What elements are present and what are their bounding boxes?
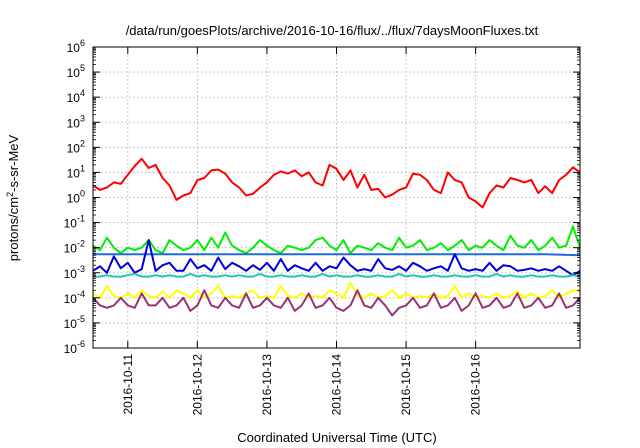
x-tick-label: 2016-10-11: [121, 354, 135, 415]
y-tick-label-exponent: -2: [77, 239, 85, 249]
y-tick-label-base: 10: [67, 192, 81, 206]
series-line: [92, 289, 581, 317]
y-tick-label: 105: [67, 63, 85, 80]
y-tick-label-base: 10: [67, 91, 81, 105]
y-tick-label-base: 10: [67, 41, 81, 55]
chart-title: /data/run/goesPlots/archive/2016-10-16/f…: [126, 23, 539, 38]
series-line: [93, 253, 581, 257]
y-tick-label-base: 10: [64, 342, 78, 356]
x-axis-label: Coordinated Universal Time (UTC): [237, 430, 436, 445]
y-tick-label: 102: [67, 138, 85, 155]
y-tick-label-exponent: 6: [80, 38, 85, 48]
x-tick-label: 2016-10-13: [260, 354, 274, 416]
y-tick-label: 10-2: [64, 239, 85, 256]
y-tick-label-exponent: 5: [80, 63, 85, 73]
y-axis-label-rest: -s-sr-MeV: [6, 134, 21, 191]
y-tick-label-base: 10: [67, 141, 81, 155]
y-tick-label-exponent: -3: [77, 264, 85, 274]
y-tick-label: 101: [67, 163, 85, 180]
x-tick-label: 2016-10-12: [190, 354, 204, 416]
y-tick-label: 104: [67, 88, 85, 105]
y-tick-label-exponent: -4: [77, 289, 85, 299]
y-tick-label: 103: [67, 113, 85, 130]
series-line: [92, 281, 581, 299]
y-axis-label-sup: 2: [5, 192, 15, 197]
grid-lines: [93, 47, 580, 348]
data-series: [92, 157, 581, 317]
y-tick-label-base: 10: [64, 267, 78, 281]
x-tick-label: 2016-10-16: [469, 354, 483, 416]
y-tick-label: 10-6: [64, 339, 85, 356]
series-line: [92, 239, 581, 277]
y-tick-label-base: 10: [64, 317, 78, 331]
y-tick-label-base: 10: [64, 217, 78, 231]
axes: 10-610-510-410-310-210-11001011021031041…: [64, 38, 580, 415]
y-tick-label-exponent: 0: [80, 189, 85, 199]
y-tick-label: 10-3: [64, 264, 85, 281]
y-tick-label: 10-4: [64, 289, 85, 306]
y-tick-label-exponent: 4: [80, 88, 85, 98]
y-tick-label: 10-1: [64, 214, 85, 231]
y-tick-label-exponent: 1: [80, 163, 85, 173]
y-tick-label: 106: [67, 38, 85, 55]
y-tick-label-exponent: 3: [80, 113, 85, 123]
y-tick-label: 100: [67, 189, 85, 206]
series-line: [93, 272, 581, 278]
y-tick-label-exponent: 2: [80, 138, 85, 148]
x-tick-label: 2016-10-15: [399, 354, 413, 416]
y-tick-label-base: 10: [67, 116, 81, 130]
y-tick-label-base: 10: [67, 166, 81, 180]
y-tick-label: 10-5: [64, 314, 85, 331]
series-line: [92, 157, 581, 209]
y-axis-label-base: protons/cm: [6, 197, 21, 261]
y-tick-label-base: 10: [67, 66, 81, 80]
y-tick-label-base: 10: [64, 292, 78, 306]
x-tick-label: 2016-10-14: [330, 354, 344, 416]
series-line: [92, 225, 581, 255]
y-tick-label-exponent: -5: [77, 314, 85, 324]
y-tick-label-exponent: -1: [77, 214, 85, 224]
y-axis-label: protons/cm2-s-sr-MeV: [5, 134, 21, 261]
y-tick-label-base: 10: [64, 242, 78, 256]
y-tick-label-exponent: -6: [77, 339, 85, 349]
